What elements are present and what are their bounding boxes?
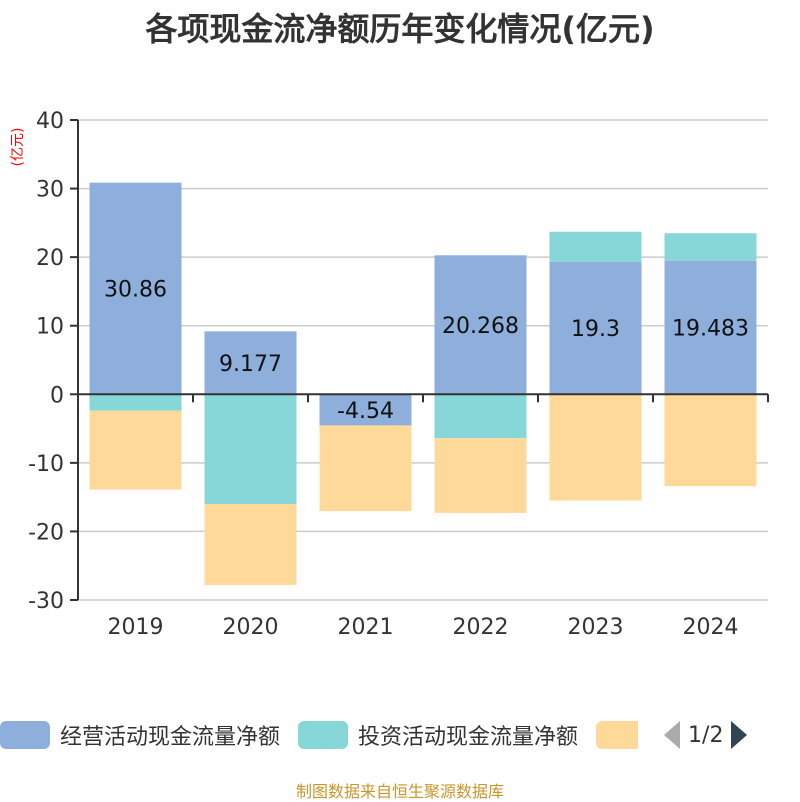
grid-lines (78, 119, 768, 601)
bar-2019-series-0[interactable] (89, 182, 182, 395)
bar-2020-series-0[interactable] (204, 331, 297, 395)
legend-item-operating[interactable]: 经营活动现金流量净额 (0, 719, 280, 751)
axes: 40 30 20 10 0 -10 -20 -30 2019 2020 2021 2022 2023 20… (28, 109, 769, 640)
bar-2024-series-0[interactable] (664, 260, 757, 395)
data-label-2020: 9.177 (219, 352, 282, 377)
data-label-2024: 19.483 (672, 316, 749, 341)
x-tick-label: 2023 (568, 615, 624, 640)
y-tick-label: -10 (28, 452, 64, 477)
bar-2020-series-2[interactable] (204, 504, 297, 585)
bar-2022-series-2[interactable] (434, 438, 527, 513)
chart-plot: 40 30 20 10 0 -10 -20 -30 2019 2020 2021 2022 2023 20… (10, 109, 769, 640)
legend-swatch-operating (0, 721, 50, 749)
bar-2023-series-1[interactable] (549, 231, 642, 262)
legend-label-investing: 投资活动现金流量净额 (358, 725, 579, 750)
legend-swatch-investing (298, 721, 349, 749)
bar-2022-series-1[interactable] (434, 394, 527, 439)
bar-2021-series-2[interactable] (319, 425, 412, 512)
y-tick-label: 0 (50, 383, 64, 408)
data-labels: 30.86 9.177 -4.54 20.268 19.3 19.483 (104, 277, 749, 423)
data-label-2019: 30.86 (104, 277, 167, 302)
bar-2020-series-1[interactable] (204, 394, 297, 504)
x-tick-label: 2022 (453, 615, 509, 640)
legend-item-financing[interactable] (596, 721, 648, 749)
legend-pager: 1/2 (664, 721, 748, 749)
y-axis-label: (亿元) (10, 128, 26, 167)
y-tick-label: 10 (36, 315, 64, 340)
x-tick-label: 2019 (108, 615, 164, 640)
legend-swatch-financing (596, 721, 639, 749)
bar-2021-series-0[interactable] (319, 394, 412, 426)
bar-2024-series-2[interactable] (664, 394, 757, 487)
legend: 经营活动现金流量净额 投资活动现金流量净额 1/2 (0, 718, 748, 752)
bar-2023-series-2[interactable] (549, 394, 642, 501)
data-label-2023: 19.3 (571, 317, 620, 342)
legend-label-operating: 经营活动现金流量净额 (60, 725, 281, 750)
x-tick-label: 2024 (683, 615, 739, 640)
bar-2022-series-0[interactable] (434, 255, 527, 395)
y-tick-label: -20 (28, 520, 64, 545)
legend-prev-arrow-icon[interactable] (664, 721, 681, 749)
y-tick-label: 20 (36, 246, 64, 271)
bar-2019-series-1[interactable] (89, 394, 182, 411)
legend-item-investing[interactable]: 投资活动现金流量净额 (298, 719, 578, 751)
bars (89, 182, 757, 585)
data-source-note: 制图数据来自恒生聚源数据库 (295, 782, 504, 801)
data-label-2021: -4.54 (337, 399, 394, 424)
bar-2023-series-0[interactable] (549, 261, 642, 395)
chart-title: 各项现金流净额历年变化情况(亿元) (145, 10, 655, 48)
y-tick-label: 40 (36, 109, 64, 134)
legend-next-arrow-icon[interactable] (731, 721, 748, 749)
legend-page-indicator: 1/2 (688, 722, 724, 748)
x-tick-label: 2020 (223, 615, 279, 640)
y-tick-label: -30 (28, 589, 64, 614)
x-tick-label: 2021 (338, 615, 394, 640)
y-tick-label: 30 (36, 178, 64, 203)
data-label-2022: 20.268 (442, 314, 519, 339)
bar-2019-series-2[interactable] (89, 410, 182, 490)
bar-2024-series-1[interactable] (664, 233, 757, 261)
